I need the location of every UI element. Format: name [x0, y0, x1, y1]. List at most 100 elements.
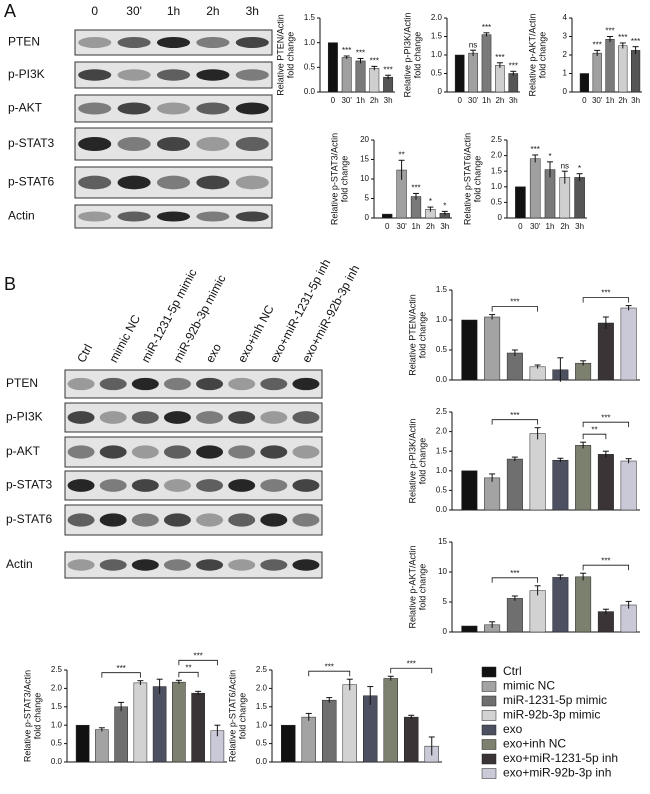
legend-label: mimic NC [503, 679, 555, 693]
blot-band [67, 377, 95, 391]
y-axis-label: Relative p-PI3K/Actin [402, 12, 412, 97]
significance: *** [495, 53, 504, 62]
blot-band [117, 175, 151, 190]
bar [404, 716, 419, 763]
y-axis-label: fold change [285, 32, 295, 79]
blot-band [228, 445, 256, 459]
legend-swatch [481, 681, 497, 692]
bar [592, 52, 602, 93]
blot-band [260, 445, 288, 459]
y-tick-label: 1 [563, 69, 568, 78]
y-axis-label: fold change [417, 312, 427, 359]
row-label: Actin [8, 209, 35, 223]
y-tick-label: 0.0 [304, 87, 316, 96]
significance: * [548, 152, 551, 161]
y-tick-label: 1.0 [51, 720, 63, 729]
y-tick-label: 20 [360, 135, 369, 144]
bar [620, 604, 637, 633]
bar [579, 73, 590, 93]
bar [515, 186, 526, 219]
bar [484, 316, 501, 381]
y-tick-label: 2.5 [436, 407, 448, 416]
blot-band [196, 37, 230, 48]
blot-band [292, 411, 320, 424]
x-tick-label: 2h [370, 96, 379, 105]
y-axis-label: fold change [32, 693, 42, 740]
row-label: Actin [6, 557, 33, 571]
blot-band [196, 69, 230, 81]
row-label: p-STAT6 [8, 175, 55, 189]
blot-band [156, 69, 191, 81]
y-tick-label: 1.0 [436, 466, 448, 475]
significance: *** [370, 56, 379, 65]
bar [506, 352, 523, 381]
y-tick-label: 3 [563, 32, 568, 41]
lane-label: 0 [91, 4, 98, 18]
blot-band [99, 513, 127, 527]
legend-swatch [481, 739, 497, 750]
bracket-label: *** [601, 556, 610, 565]
bracket-label: *** [116, 664, 125, 673]
y-tick-label: 15 [438, 537, 447, 546]
row-label: p-STAT3 [6, 478, 53, 492]
row-label: p-STAT3 [8, 136, 55, 150]
blot-band [196, 102, 230, 115]
blot-band [99, 445, 127, 459]
significance: *** [531, 145, 540, 154]
blot-band [156, 136, 191, 152]
bracket [582, 564, 630, 571]
x-tick-label: 2h [618, 96, 627, 105]
y-tick-label: 0.0 [256, 757, 268, 766]
y-tick-label: 2.5 [491, 135, 503, 144]
blot-band [131, 479, 159, 492]
bar [508, 73, 519, 93]
y-tick-label: 1.5 [436, 446, 448, 455]
bracket [178, 659, 218, 666]
bracket [491, 419, 539, 425]
bracket [178, 671, 199, 678]
y-axis-label: Relative p-STAT3/Actin [22, 670, 32, 762]
x-tick-label: 1h [482, 96, 491, 105]
blot-band [67, 513, 95, 527]
x-tick-label: 0 [457, 96, 462, 105]
bar [620, 460, 637, 511]
y-tick-label: 1.0 [491, 182, 503, 191]
legend-label: Ctrl [503, 664, 522, 678]
y-tick-label: 1.5 [51, 702, 63, 711]
blot-band [196, 411, 224, 424]
bar [529, 366, 546, 381]
bracket [582, 421, 630, 428]
lane-label: exo+miR-92b-3p inh [299, 263, 362, 365]
lane-label: 3h [246, 4, 259, 18]
significance: * [443, 201, 446, 210]
bracket [101, 672, 141, 678]
row-label: p-PI3K [8, 67, 45, 81]
blot-band [260, 411, 288, 424]
y-tick-label: 1.5 [491, 166, 503, 175]
row-label: p-PI3K [6, 410, 43, 424]
blot-band [196, 136, 230, 152]
bracket-label: *** [601, 413, 610, 422]
blot-band [292, 559, 320, 571]
bar [382, 213, 393, 219]
legend-label: exo+miR-92b-3p inh [503, 766, 611, 780]
bracket-label: *** [407, 659, 416, 668]
x-tick-label: 0 [331, 96, 336, 105]
legend-swatch [481, 724, 497, 736]
y-tick-label: 5 [443, 597, 448, 606]
y-tick-label: 0.5 [256, 739, 268, 748]
blot-band [196, 559, 224, 571]
y-tick-label: 0 [443, 627, 448, 636]
blot-band [292, 479, 320, 492]
y-tick-label: 2.5 [51, 665, 63, 674]
bar [383, 76, 394, 93]
y-tick-label: 15 [360, 155, 369, 164]
y-tick-label: 0.5 [436, 486, 448, 495]
x-tick-label: 30' [530, 222, 541, 231]
blot-band [163, 559, 191, 571]
bracket-label: *** [193, 651, 202, 660]
x-tick-label: 2h [495, 96, 504, 105]
y-axis-label: Relative p-PI3K/Actin [407, 418, 417, 503]
y-tick-label: 2.0 [256, 684, 268, 693]
row-label: PTEN [8, 35, 40, 49]
